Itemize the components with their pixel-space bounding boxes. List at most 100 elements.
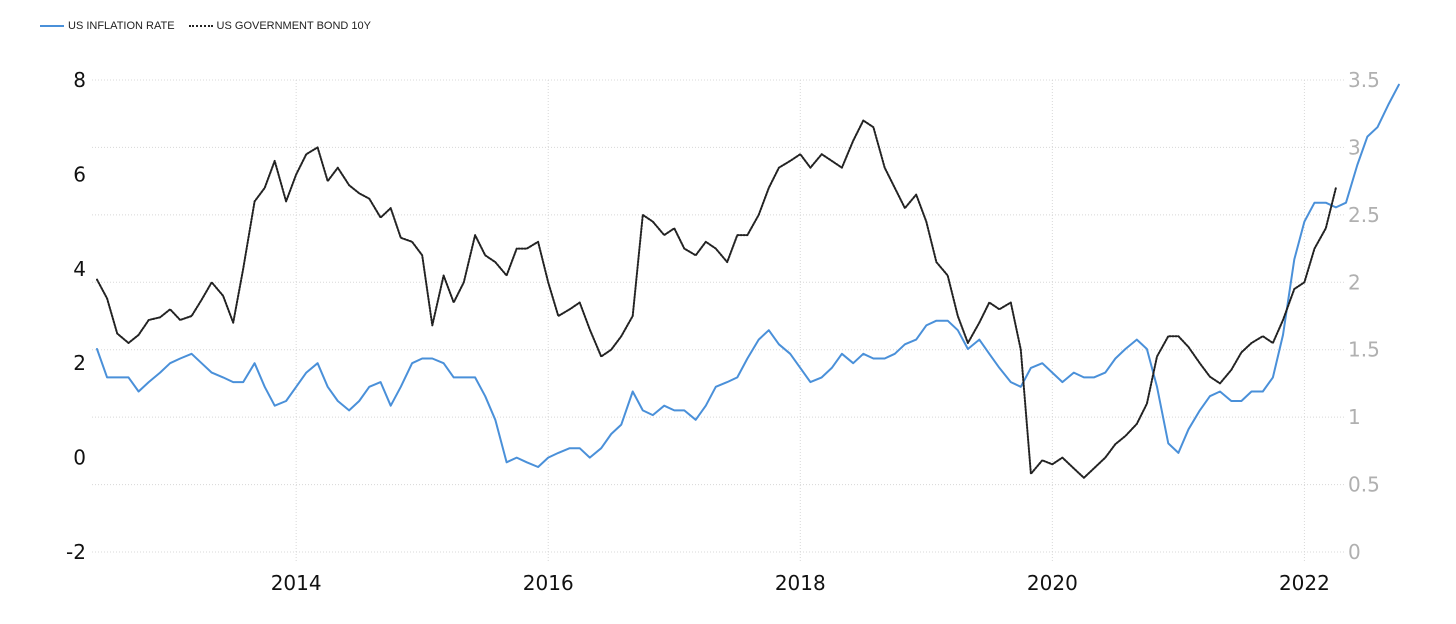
bond-point <box>1168 335 1170 337</box>
y-left-tick-label: 8 <box>73 68 86 92</box>
bond-point <box>632 315 634 317</box>
bond-point <box>610 349 612 351</box>
series-line-inflation <box>96 83 1400 468</box>
inflation-point <box>758 339 760 341</box>
bond-point <box>705 241 707 243</box>
grid-lines <box>92 79 1346 562</box>
inflation-point <box>810 381 812 383</box>
inflation-point <box>652 414 654 416</box>
bond-point <box>348 184 350 186</box>
legend-item-bond[interactable]: US GOVERNMENT BOND 10Y <box>188 20 371 32</box>
inflation-point <box>337 400 339 402</box>
bond-point <box>432 325 434 327</box>
bond-point <box>191 315 193 317</box>
inflation-point <box>705 405 707 407</box>
chart-legend: US INFLATION RATE US GOVERNMENT BOND 10Y <box>40 20 385 32</box>
inflation-point <box>348 410 350 412</box>
inflation-point <box>569 447 571 449</box>
inflation-point <box>254 362 256 364</box>
bond-point <box>96 279 98 281</box>
inflation-point <box>558 452 560 454</box>
inflation-point <box>926 325 928 327</box>
inflation-point <box>264 386 266 388</box>
inflation-point <box>579 447 581 449</box>
bond-point <box>526 248 528 250</box>
series-line-bond <box>96 119 1337 479</box>
y-right-tick-label: 2.5 <box>1348 203 1380 227</box>
y-right-tick-label: 1 <box>1348 405 1361 429</box>
x-tick-label: 2016 <box>523 571 574 595</box>
inflation-point <box>873 358 875 360</box>
inflation-point <box>747 358 749 360</box>
inflation-point <box>999 367 1001 369</box>
y-left-tick-label: 2 <box>73 351 86 375</box>
inflation-point <box>148 381 150 383</box>
inflation-point <box>1272 377 1274 379</box>
bond-point <box>254 201 256 203</box>
bond-point <box>967 342 969 344</box>
inflation-point <box>116 377 118 379</box>
bond-point <box>821 153 823 155</box>
bond-point <box>831 160 833 162</box>
legend-item-inflation[interactable]: US INFLATION RATE <box>40 20 175 32</box>
inflation-point <box>400 386 402 388</box>
y-left-tick-label: 0 <box>73 446 86 470</box>
bond-point <box>789 160 791 162</box>
bond-point <box>841 167 843 169</box>
inflation-point <box>327 386 329 388</box>
bond-point <box>138 334 140 336</box>
bond-point <box>1125 435 1127 437</box>
bond-point <box>737 234 739 236</box>
inflation-point <box>1262 391 1264 393</box>
inflation-point <box>1156 386 1158 388</box>
legend-label-inflation: US INFLATION RATE <box>68 20 175 32</box>
y-right-tick-label: 1.5 <box>1348 338 1380 362</box>
bond-point <box>506 275 508 277</box>
bond-point <box>663 234 665 236</box>
inflation-point <box>369 386 371 388</box>
x-tick-label: 2020 <box>1027 571 1078 595</box>
inflation-point <box>1115 358 1117 360</box>
bond-point <box>1020 349 1022 351</box>
inflation-point <box>411 362 413 364</box>
inflation-point <box>285 400 287 402</box>
inflation-point <box>96 348 98 350</box>
inflation-point <box>674 410 676 412</box>
bond-point <box>443 275 445 277</box>
bond-point <box>1042 460 1044 462</box>
bond-point <box>169 309 171 311</box>
bond-point <box>232 322 234 324</box>
inflation-point <box>526 462 528 464</box>
inflation-point <box>1178 452 1180 454</box>
inflation-point <box>463 377 465 379</box>
y-right-tick-label: 2 <box>1348 270 1361 294</box>
inflation-point <box>863 353 865 355</box>
bond-point <box>484 255 486 257</box>
bond-point <box>1314 248 1316 250</box>
inflation-point <box>1125 348 1127 350</box>
bond-point <box>463 282 465 284</box>
y-left-tick-label: 6 <box>73 162 86 186</box>
x-tick-label: 2014 <box>271 571 322 595</box>
bond-point <box>1199 362 1201 364</box>
bond-point <box>337 167 339 169</box>
inflation-point <box>1199 410 1201 412</box>
bond-point <box>589 329 591 331</box>
bond-point <box>159 317 161 319</box>
bond-point <box>1241 352 1243 354</box>
bond-point <box>106 298 108 300</box>
bond-point <box>495 261 497 263</box>
inflation-point <box>695 419 697 421</box>
inflation-point <box>138 391 140 393</box>
inflation-point <box>453 377 455 379</box>
bond-point <box>295 174 297 176</box>
bond-point <box>674 228 676 230</box>
legend-label-bond: US GOVERNMENT BOND 10Y <box>216 20 371 32</box>
inflation-point <box>537 466 539 468</box>
bond-point <box>1188 346 1190 348</box>
inflation-point <box>191 353 193 355</box>
bond-point <box>1073 468 1075 470</box>
bond-point <box>1272 342 1274 344</box>
inflation-point <box>947 320 949 322</box>
bond-point <box>179 319 181 321</box>
